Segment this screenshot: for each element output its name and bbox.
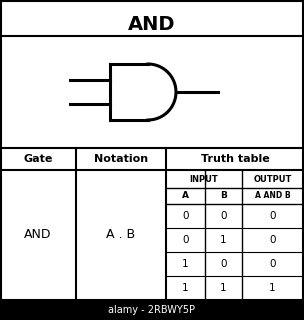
Text: 0: 0 bbox=[182, 235, 189, 245]
Text: INPUT: INPUT bbox=[190, 174, 218, 183]
Text: 0: 0 bbox=[220, 259, 227, 269]
Text: Notation: Notation bbox=[94, 154, 148, 164]
Text: A: A bbox=[182, 191, 189, 201]
Text: 1: 1 bbox=[269, 283, 276, 293]
Text: Truth table: Truth table bbox=[201, 154, 269, 164]
Text: 1: 1 bbox=[182, 259, 189, 269]
Text: 0: 0 bbox=[269, 235, 276, 245]
Text: AND: AND bbox=[128, 14, 176, 34]
Text: 0: 0 bbox=[220, 211, 227, 221]
Text: 1: 1 bbox=[182, 283, 189, 293]
Text: AND: AND bbox=[24, 228, 52, 242]
Text: 0: 0 bbox=[269, 259, 276, 269]
Text: alamy - 2RBWY5P: alamy - 2RBWY5P bbox=[109, 305, 195, 315]
Text: OUTPUT: OUTPUT bbox=[253, 174, 292, 183]
Text: Gate: Gate bbox=[23, 154, 53, 164]
Text: 0: 0 bbox=[269, 211, 276, 221]
Text: 1: 1 bbox=[220, 235, 227, 245]
Text: 0: 0 bbox=[182, 211, 189, 221]
Text: 1: 1 bbox=[220, 283, 227, 293]
Text: A . B: A . B bbox=[106, 228, 136, 242]
Bar bbox=[0, 300, 304, 320]
Text: B: B bbox=[220, 191, 227, 201]
Text: A AND B: A AND B bbox=[255, 191, 290, 201]
